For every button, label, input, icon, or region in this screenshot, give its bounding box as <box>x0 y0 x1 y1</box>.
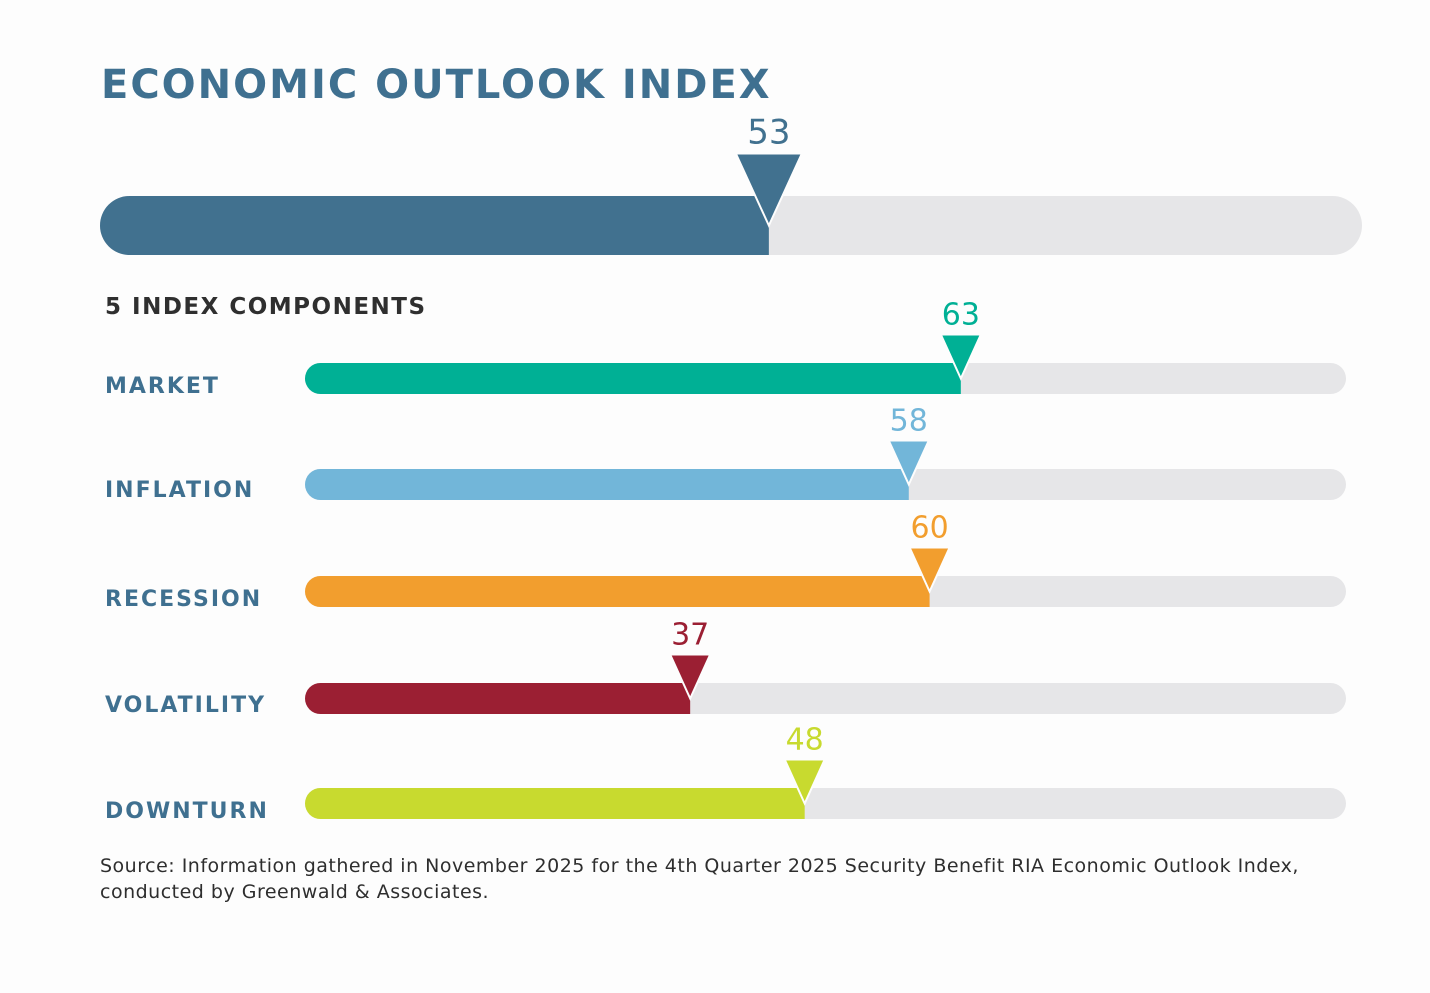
component-bar-value-label: 58 <box>890 404 928 439</box>
component-bar-marker <box>887 439 931 487</box>
components-heading: 5 INDEX COMPONENTS <box>105 294 427 320</box>
component-bar-marker <box>908 546 952 594</box>
component-bar-marker <box>668 653 712 701</box>
category-label: RECESSION <box>105 587 262 612</box>
component-bar-fill <box>305 788 805 819</box>
category-label: DOWNTURN <box>105 799 269 824</box>
main-index-bar-value-label: 53 <box>747 113 790 153</box>
component-bar-value-label: 37 <box>671 618 709 653</box>
component-bar-fill <box>305 683 691 714</box>
component-bar-fill <box>305 363 961 394</box>
source-note: Source: Information gathered in November… <box>100 855 1299 903</box>
component-bar-value-label: 48 <box>786 723 824 758</box>
main-index-bar-marker <box>734 152 804 228</box>
component-bar-fill <box>305 469 909 500</box>
component-bar-value-label: 60 <box>911 511 949 546</box>
main-index-bar-fill <box>100 196 769 255</box>
component-bar-marker <box>939 333 983 381</box>
category-label: VOLATILITY <box>105 693 266 718</box>
component-bar-value-label: 63 <box>942 298 980 333</box>
component-bar-fill <box>305 576 930 607</box>
chart-title: ECONOMIC OUTLOOK INDEX <box>101 62 772 108</box>
category-label: MARKET <box>105 374 220 399</box>
component-bar-marker <box>783 758 827 806</box>
category-label: INFLATION <box>105 478 254 503</box>
